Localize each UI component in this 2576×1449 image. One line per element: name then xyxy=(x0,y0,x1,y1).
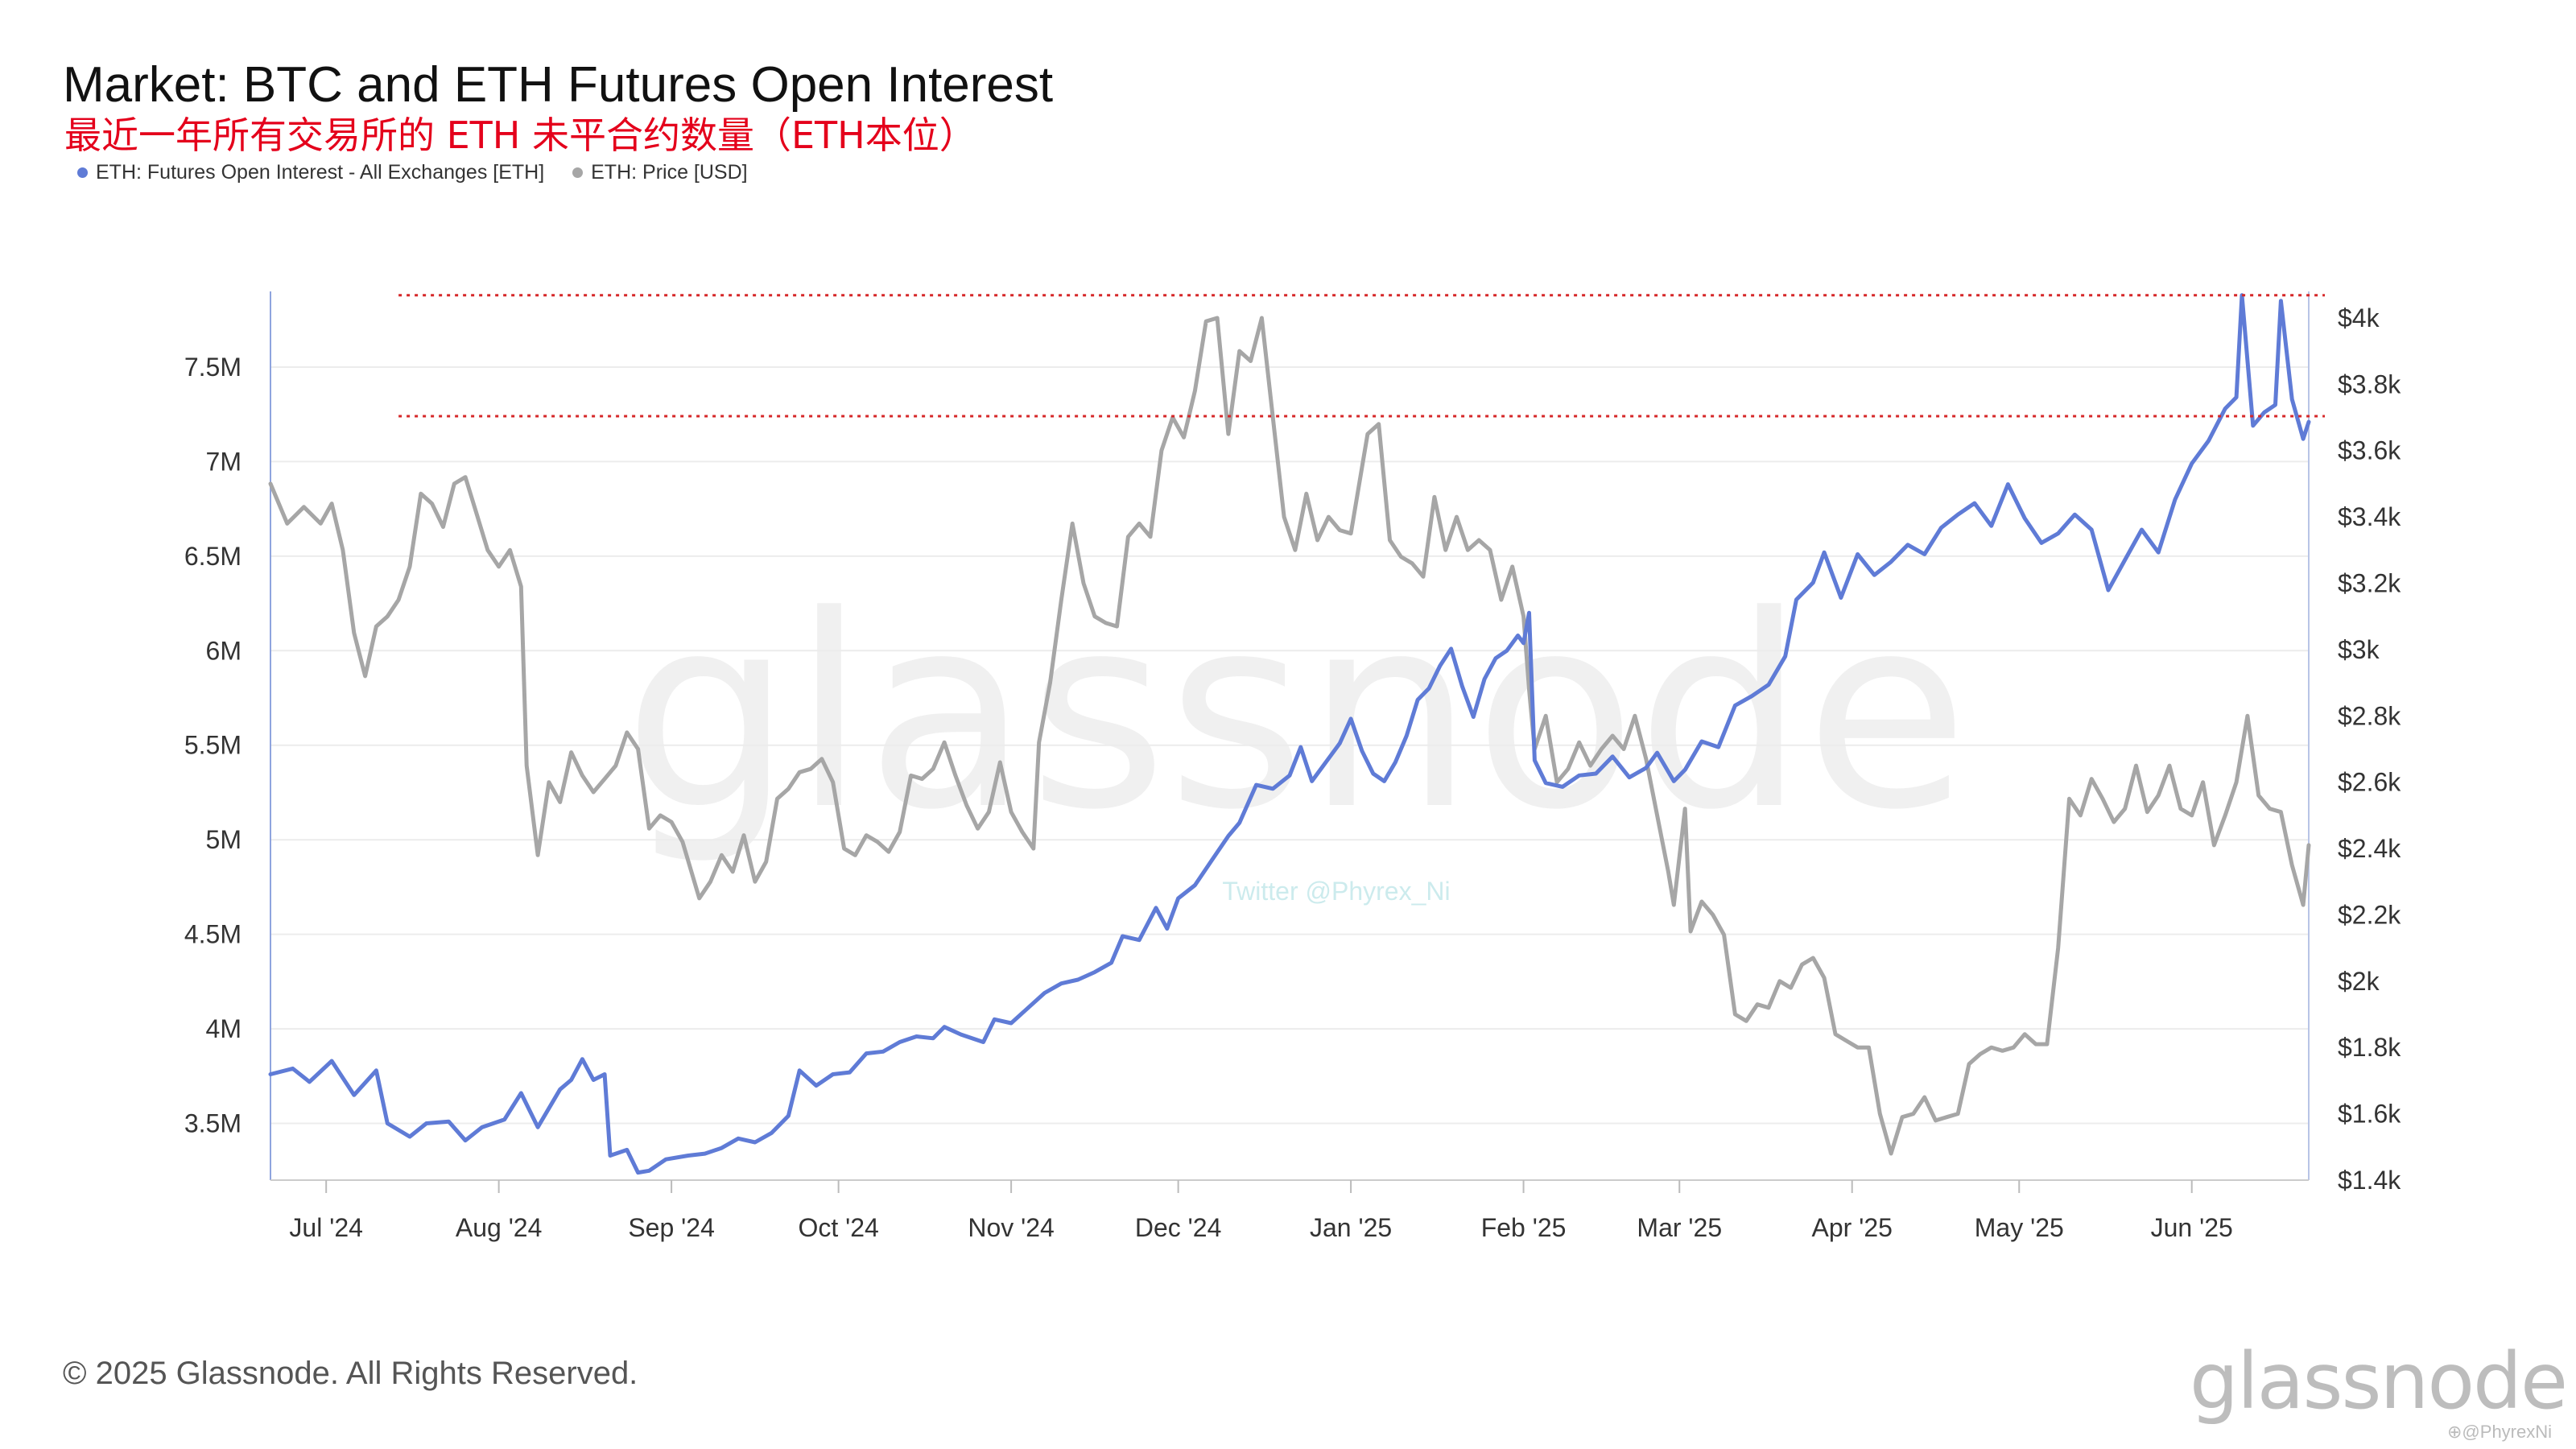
y-right-tick-label: $2.4k xyxy=(2338,834,2401,863)
chart-subtitle: 最近一年所有交易所的 ETH 未平合约数量（ETH本位） xyxy=(64,114,976,157)
y-right-tick-label: $2.8k xyxy=(2338,701,2401,730)
legend-label-price: ETH: Price [USD] xyxy=(591,161,748,184)
y-left-tick-label: 6M xyxy=(206,636,242,665)
y-right-tick-label: $4k xyxy=(2338,303,2380,332)
y-right-tick-label: $2.2k xyxy=(2338,900,2401,929)
x-tick-label: Nov '24 xyxy=(968,1213,1055,1242)
y-left-tick-label: 7.5M xyxy=(184,353,242,382)
x-tick-label: Dec '24 xyxy=(1135,1213,1222,1242)
y-left-tick-label: 7M xyxy=(206,447,242,476)
x-tick-label: Jun '25 xyxy=(2151,1213,2233,1242)
y-right-tick-label: $3.2k xyxy=(2338,569,2401,598)
y-left-tick-label: 6.5M xyxy=(184,542,242,571)
chart-title: Market: BTC and ETH Futures Open Interes… xyxy=(63,57,1054,113)
y-left-tick-label: 5.5M xyxy=(184,731,242,760)
legend-dot-price xyxy=(572,167,584,178)
y-right-tick-label: $1.4k xyxy=(2338,1166,2401,1195)
y-right-tick-label: $1.8k xyxy=(2338,1033,2401,1062)
x-tick-label: Oct '24 xyxy=(798,1213,878,1242)
glassnode-logo: glassnode xyxy=(2190,1336,2568,1426)
x-tick-label: Feb '25 xyxy=(1481,1213,1567,1242)
y-right-tick-label: $2k xyxy=(2338,967,2380,996)
y-right-tick-label: $3.8k xyxy=(2338,369,2401,398)
y-left-tick-label: 5M xyxy=(206,825,242,854)
x-tick-label: Jan '25 xyxy=(1310,1213,1392,1242)
legend-dot-open-interest xyxy=(77,167,88,178)
y-right-tick-label: $3.6k xyxy=(2338,436,2401,465)
y-left-tick-label: 4M xyxy=(206,1014,242,1043)
watermark-logo: glassnode xyxy=(624,559,1969,868)
x-tick-label: Apr '25 xyxy=(1812,1213,1893,1242)
price-line xyxy=(268,316,2311,1156)
legend-label-open-interest: ETH: Futures Open Interest - All Exchang… xyxy=(96,161,545,184)
y-left-tick-label: 3.5M xyxy=(184,1109,242,1138)
y-right-tick-label: $3k xyxy=(2338,635,2380,664)
x-tick-label: Jul '24 xyxy=(289,1213,363,1242)
y-right-tick-label: $1.6k xyxy=(2338,1100,2401,1129)
y-right-tick-label: $3.4k xyxy=(2338,502,2401,531)
x-tick-label: Mar '25 xyxy=(1637,1213,1722,1242)
legend-item-open-interest[interactable]: ETH: Futures Open Interest - All Exchang… xyxy=(77,161,544,184)
x-tick-label: Aug '24 xyxy=(456,1213,543,1242)
open-interest-line xyxy=(268,293,2311,1175)
y-left-tick-label: 4.5M xyxy=(184,920,242,949)
x-tick-label: Sep '24 xyxy=(628,1213,715,1242)
y-right-tick-label: $2.6k xyxy=(2338,768,2401,797)
watermark-twitter: Twitter @Phyrex_Ni xyxy=(1222,877,1450,906)
x-tick-label: May '25 xyxy=(1975,1213,2064,1242)
copyright-notice: © 2025 Glassnode. All Rights Reserved. xyxy=(63,1356,638,1391)
author-handle: ⊕@PhyrexNi xyxy=(2447,1422,2553,1442)
legend-item-price[interactable]: ETH: Price [USD] xyxy=(572,161,748,184)
legend: ETH: Futures Open Interest - All Exchang… xyxy=(77,161,770,184)
